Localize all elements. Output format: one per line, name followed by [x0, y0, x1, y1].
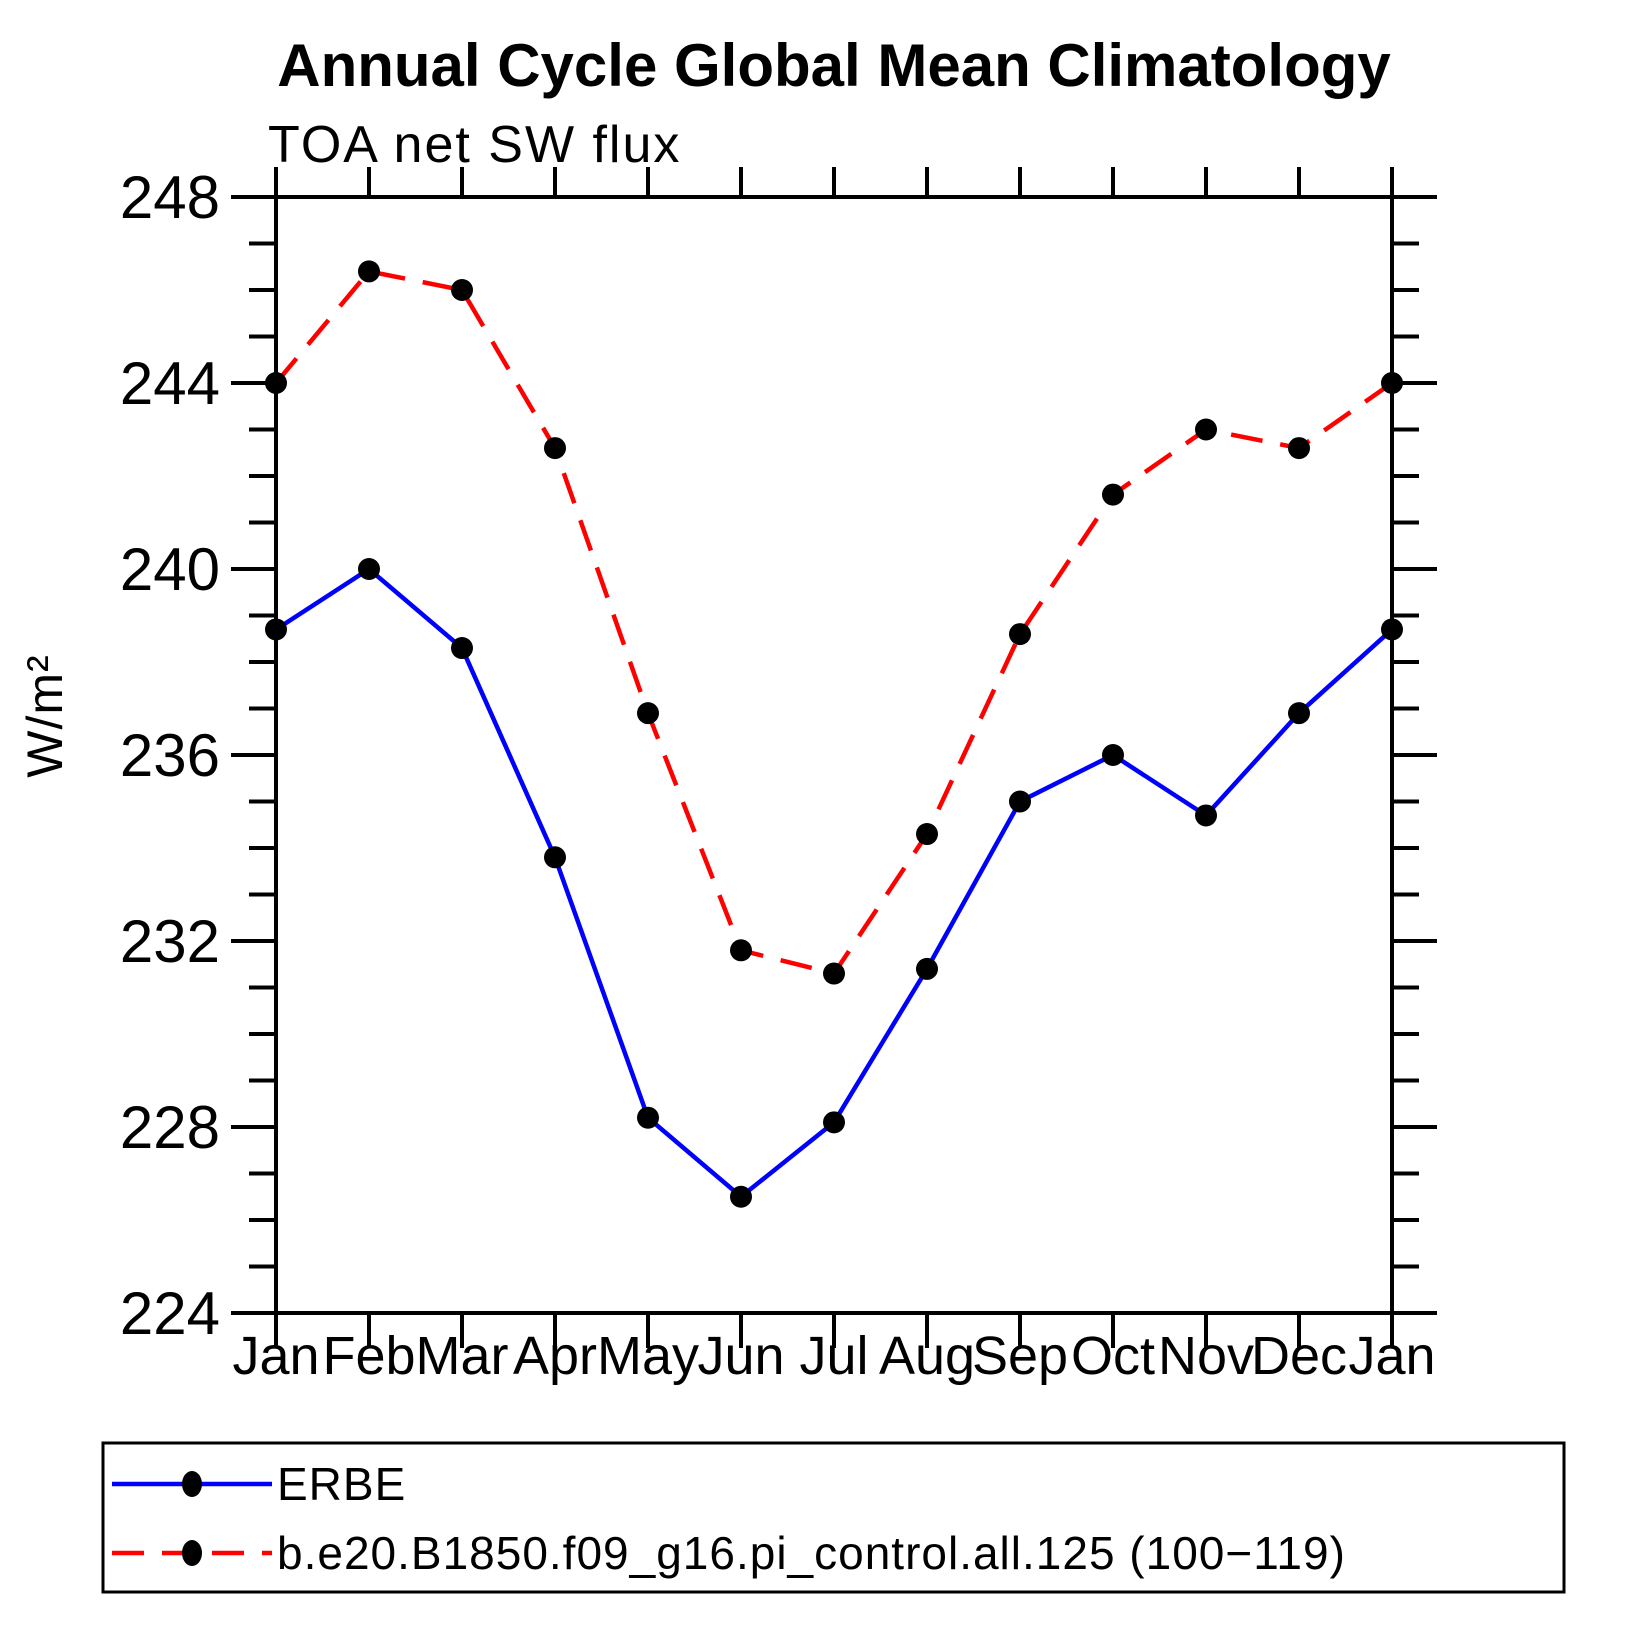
data-point-marker [823, 1111, 845, 1134]
y-tick-label: 224 [120, 1280, 220, 1347]
x-tick-label: Jun [697, 1326, 784, 1386]
legend-box [101, 1441, 1566, 1594]
data-point-marker [637, 1106, 659, 1129]
data-point-marker [1195, 804, 1217, 827]
x-tick-label: Feb [322, 1326, 415, 1386]
data-point-marker [358, 260, 380, 283]
y-tick-label: 248 [120, 164, 220, 231]
y-tick-label: 240 [120, 536, 220, 603]
chart-subtitle: TOA net SW flux [268, 116, 681, 174]
legend-sample-marker-1 [182, 1540, 202, 1566]
x-tick-label: Oct [1071, 1326, 1155, 1386]
x-tick-label: May [597, 1326, 699, 1386]
data-point-marker [1102, 483, 1124, 506]
x-tick-label: Jul [799, 1326, 868, 1386]
data-point-marker [916, 957, 938, 980]
legend-label-0: ERBE [277, 1458, 406, 1510]
data-point-marker [730, 1185, 752, 1208]
data-point-marker [265, 372, 287, 394]
data-point-marker [1102, 744, 1124, 766]
data-point-marker [637, 702, 659, 725]
x-tick-label: Nov [1158, 1326, 1254, 1386]
data-point-marker [1381, 372, 1403, 394]
data-point-marker [265, 618, 287, 641]
data-point-marker [1381, 618, 1403, 641]
data-point-marker [451, 637, 473, 660]
legend-label-1: b.e20.B1850.f09_g16.pi_control.all.125 (… [277, 1527, 1346, 1579]
y-tick-label: 232 [120, 908, 220, 975]
legend: ERBE b.e20.B1850.f09_g16.pi_control.all.1… [101, 1441, 1566, 1594]
series-line-1 [274, 268, 1394, 977]
data-point-marker [451, 279, 473, 301]
data-point-marker [544, 846, 566, 869]
x-tick-label: Jan [232, 1326, 319, 1386]
y-axis-label: W/m² [17, 654, 73, 777]
data-point-marker [730, 939, 752, 962]
x-tick-label: Apr [513, 1326, 597, 1386]
data-point-marker [544, 437, 566, 460]
data-point-marker [1009, 623, 1031, 646]
series-line-0 [274, 566, 1394, 1200]
x-tick-label: Dec [1251, 1326, 1347, 1386]
legend-sample-marker-0 [182, 1471, 202, 1497]
data-point-marker [1288, 437, 1310, 460]
x-tick-label: Aug [879, 1326, 975, 1386]
y-tick-label: 228 [120, 1094, 220, 1161]
data-point-marker [1009, 790, 1031, 813]
data-point-marker [1288, 702, 1310, 725]
data-point-marker [1195, 418, 1217, 441]
x-tick-label: Mar [416, 1326, 509, 1386]
data-point-marker [916, 823, 938, 846]
data-point-marker [358, 558, 380, 580]
x-tick-label: Jan [1348, 1326, 1435, 1386]
chart-title: Annual Cycle Global Mean Climatology [277, 32, 1391, 99]
plot-frame [274, 195, 1394, 1315]
x-tick-label: Sep [972, 1326, 1068, 1386]
y-tick-label: 236 [120, 722, 220, 789]
y-tick-label: 244 [120, 350, 220, 417]
data-point-marker [823, 962, 845, 985]
